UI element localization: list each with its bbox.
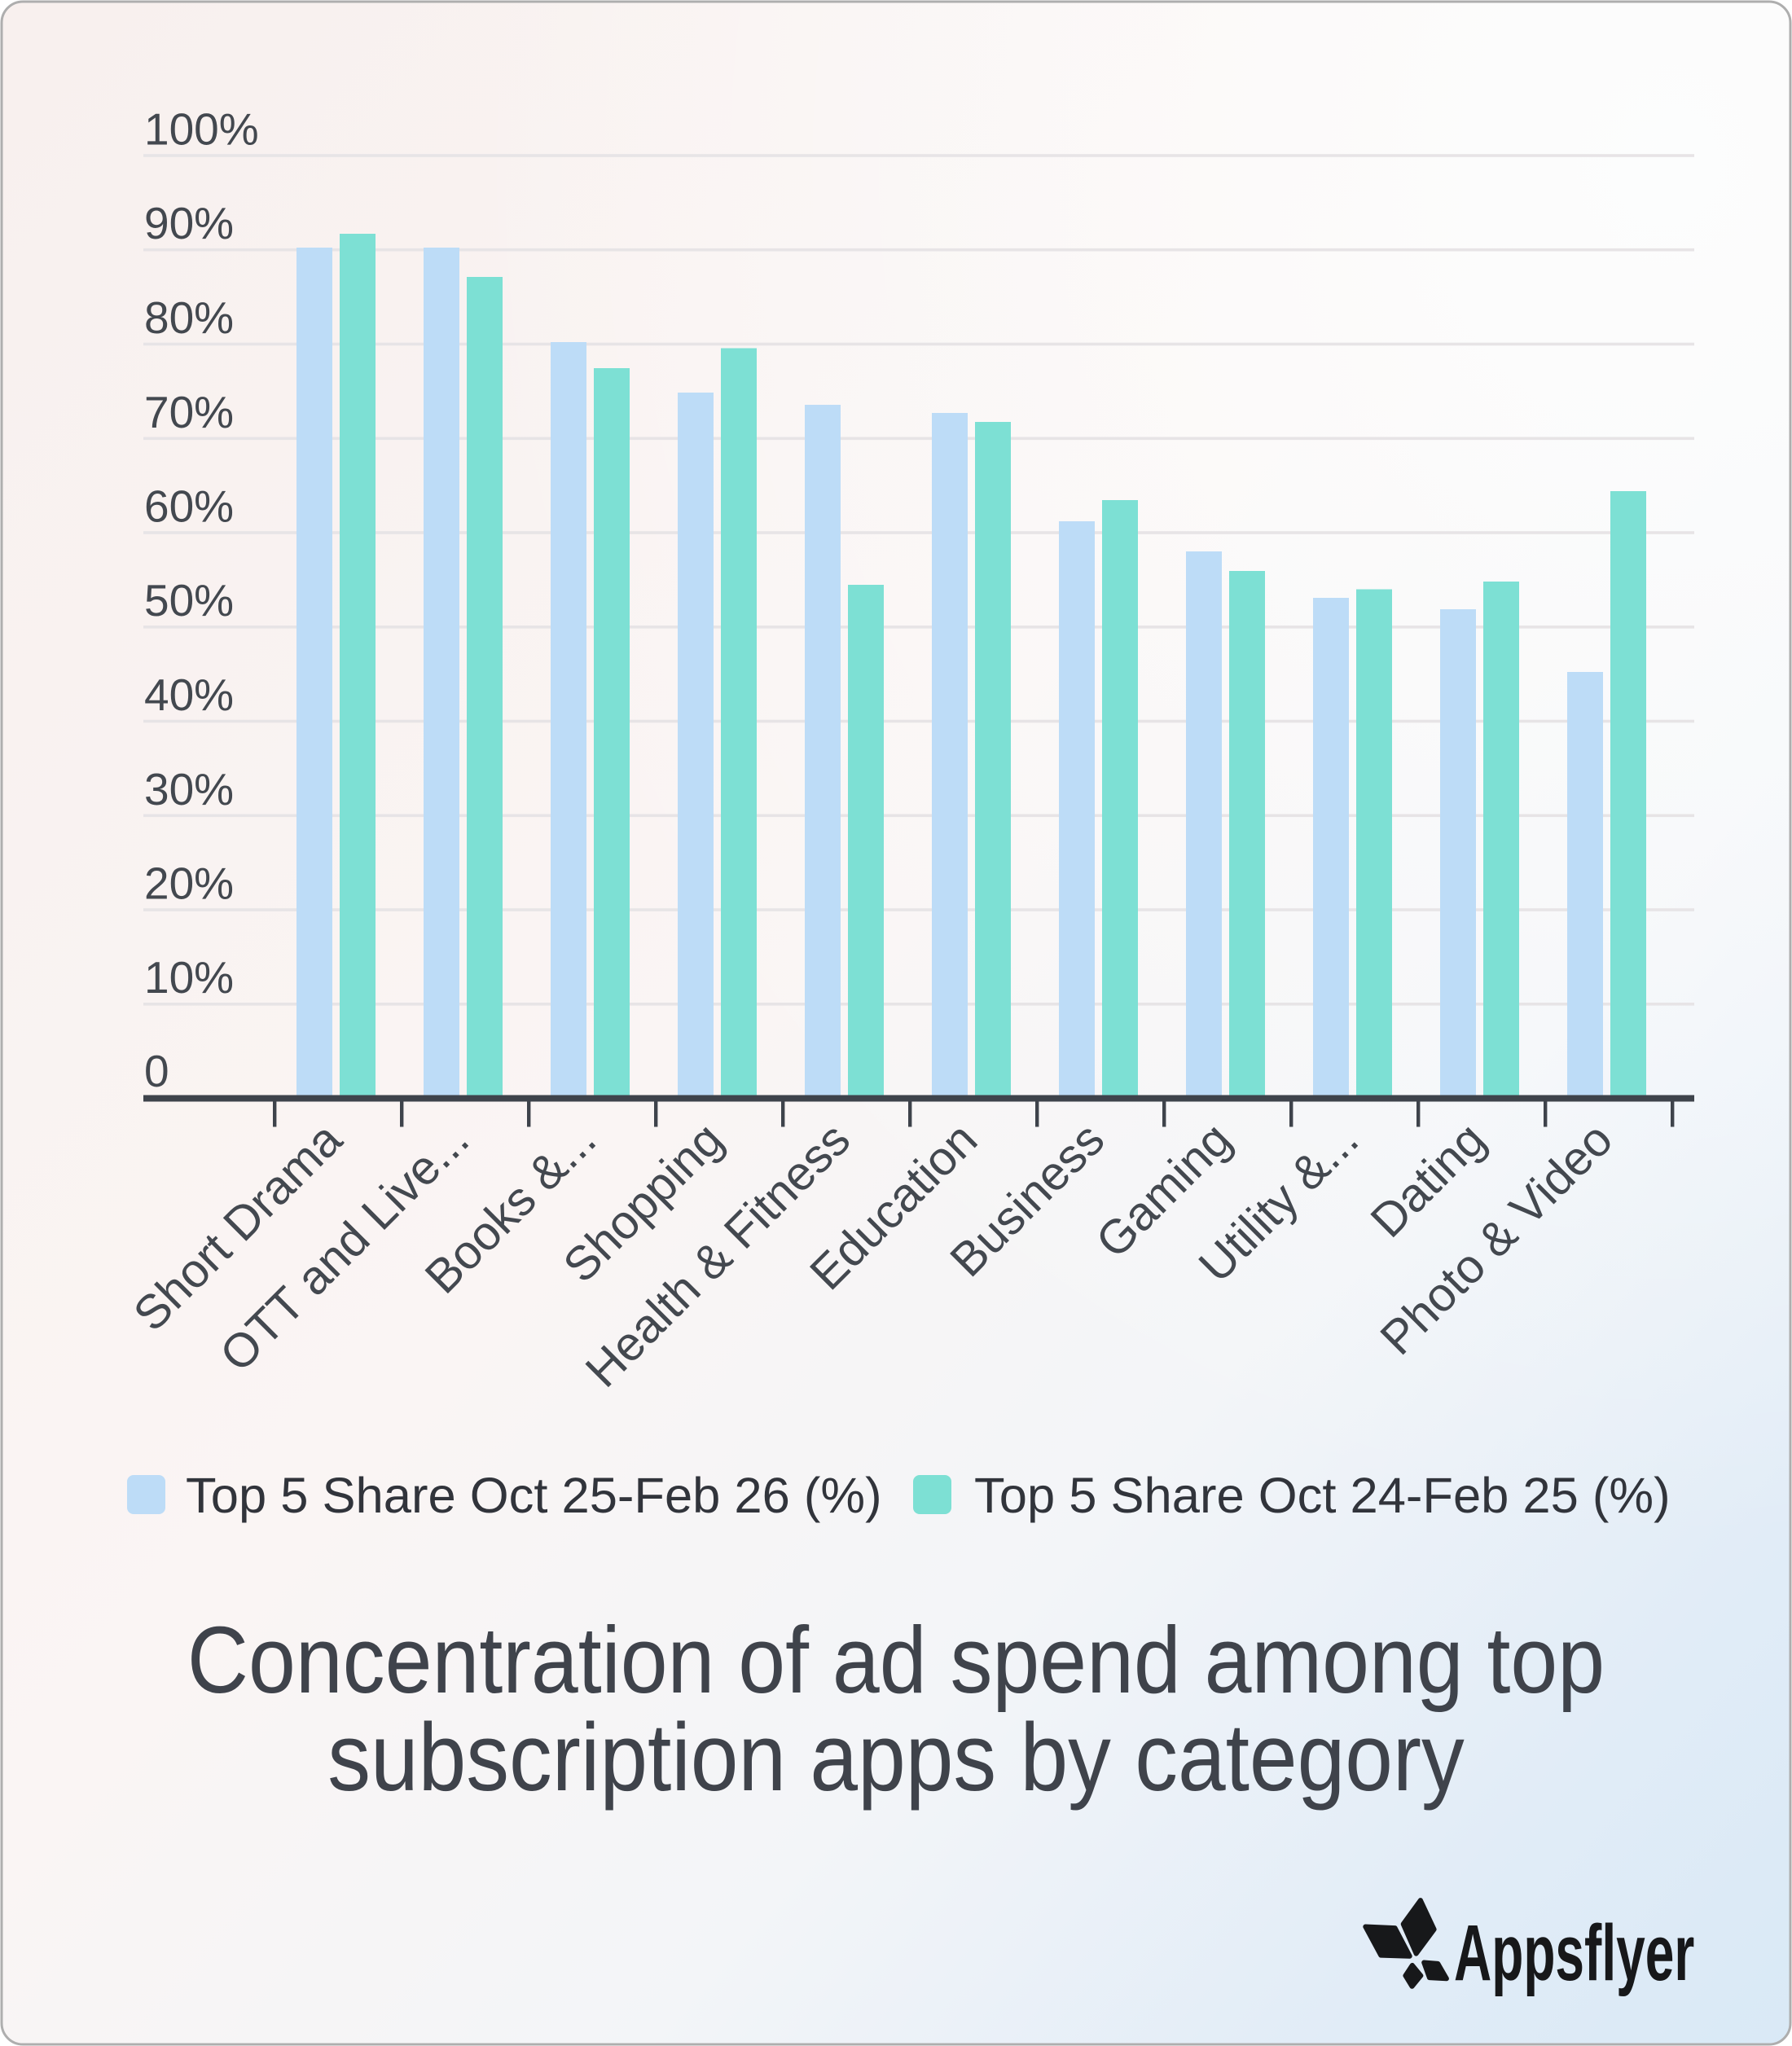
svg-text:10%: 10% bbox=[144, 952, 234, 1003]
svg-text:0: 0 bbox=[144, 1046, 169, 1096]
svg-text:subscription apps by category: subscription apps by category bbox=[327, 1703, 1465, 1811]
svg-text:60%: 60% bbox=[144, 481, 234, 532]
svg-text:50%: 50% bbox=[144, 575, 234, 626]
svg-text:Top 5 Share Oct 24-Feb 25 (%): Top 5 Share Oct 24-Feb 25 (%) bbox=[974, 1468, 1671, 1524]
svg-text:Top 5 Share Oct 25-Feb 26 (%): Top 5 Share Oct 25-Feb 26 (%) bbox=[186, 1468, 882, 1524]
svg-text:40%: 40% bbox=[144, 670, 234, 720]
svg-text:100%: 100% bbox=[144, 104, 259, 155]
svg-text:Appsflyer: Appsflyer bbox=[1454, 1910, 1694, 1997]
svg-text:20%: 20% bbox=[144, 858, 234, 909]
svg-text:80%: 80% bbox=[144, 292, 234, 343]
svg-text:Concentration of ad spend amon: Concentration of ad spend among top bbox=[187, 1608, 1605, 1714]
svg-text:30%: 30% bbox=[144, 764, 234, 814]
svg-text:70%: 70% bbox=[144, 387, 234, 437]
svg-text:90%: 90% bbox=[144, 198, 234, 248]
